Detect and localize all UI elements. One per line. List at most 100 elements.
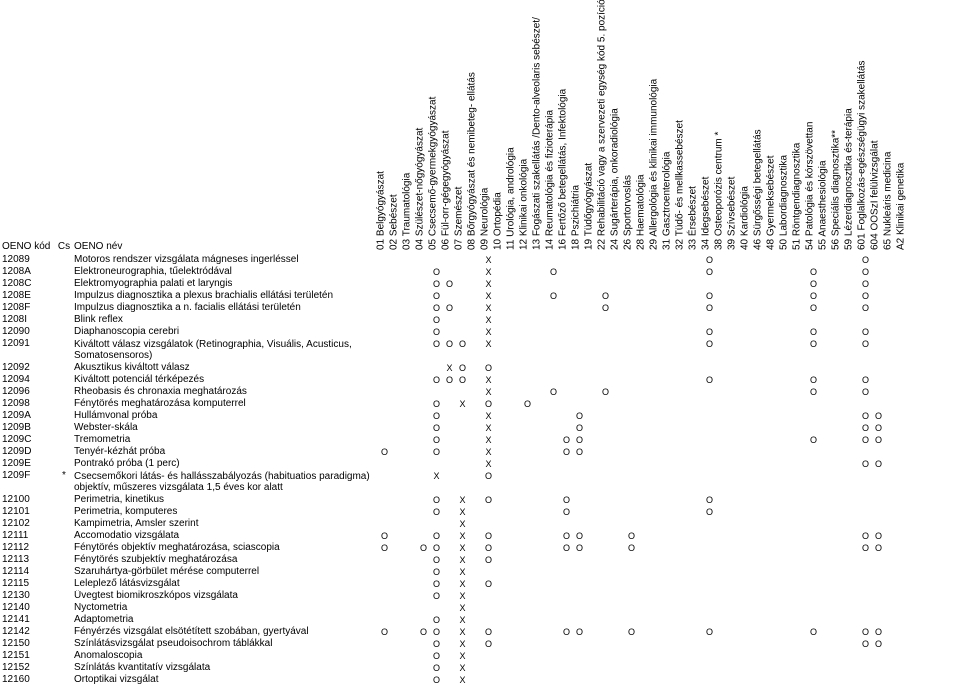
col-header-label: 07 Szemészet bbox=[453, 187, 464, 250]
cell-mark bbox=[651, 374, 664, 386]
cell-mark bbox=[755, 398, 768, 410]
cell-mark bbox=[469, 506, 482, 518]
cell-mark bbox=[521, 326, 534, 338]
cell-mark bbox=[378, 362, 391, 374]
table-row: 1209DTenyér-kézhát próbaOOXOO bbox=[0, 446, 960, 458]
cell-mark bbox=[638, 554, 651, 566]
col-header-label: 54 Patológia és kórszövettan bbox=[804, 122, 815, 250]
cell-mark bbox=[716, 398, 729, 410]
cell-mark bbox=[768, 422, 781, 434]
cell-mark bbox=[547, 410, 560, 422]
cell-mark bbox=[573, 254, 586, 266]
cell-mark: O bbox=[430, 494, 443, 506]
cell-mark bbox=[677, 422, 690, 434]
cell-mark bbox=[833, 434, 846, 446]
cell-mark: O bbox=[430, 422, 443, 434]
col-header-label: 65 Nukleáris medicina bbox=[882, 152, 893, 250]
cell-mark bbox=[768, 674, 781, 686]
col-header-label: 26 Sportorvoslás bbox=[622, 175, 633, 250]
cell-mark: O bbox=[872, 626, 885, 638]
cell-name: Hullámvonal próba bbox=[74, 410, 378, 422]
col-header-label: 604 OOSzI felülvizsgálat bbox=[869, 141, 880, 251]
cell-mark bbox=[703, 434, 716, 446]
cell-mark bbox=[417, 254, 430, 266]
cell-mark bbox=[417, 446, 430, 458]
cell-mark bbox=[781, 554, 794, 566]
cell-mark bbox=[560, 638, 573, 650]
cell-mark bbox=[898, 302, 911, 314]
table-row: 12098Fénytörés meghatározása komputerrel… bbox=[0, 398, 960, 410]
cell-mark bbox=[612, 362, 625, 374]
cell-mark: O bbox=[547, 266, 560, 278]
cell-mark bbox=[820, 254, 833, 266]
cell-mark bbox=[508, 590, 521, 602]
cell-mark bbox=[391, 518, 404, 530]
cell-mark bbox=[443, 626, 456, 638]
cell-mark bbox=[716, 662, 729, 674]
cell-mark bbox=[651, 542, 664, 554]
cell-code: 1209A bbox=[0, 410, 54, 422]
cell-mark bbox=[586, 446, 599, 458]
col-header-label: 46 Sürgősségi betegellátás bbox=[752, 129, 763, 250]
cell-mark bbox=[716, 326, 729, 338]
cell-mark bbox=[430, 458, 443, 470]
cell-mark bbox=[417, 530, 430, 542]
cell-mark bbox=[508, 470, 521, 494]
cell-mark bbox=[885, 338, 898, 362]
cell-mark bbox=[417, 422, 430, 434]
cell-mark bbox=[586, 590, 599, 602]
cell-mark bbox=[794, 554, 807, 566]
col-header-label: 33 Érsebészet bbox=[687, 186, 698, 250]
cell-mark bbox=[885, 362, 898, 374]
cell-mark bbox=[677, 518, 690, 530]
table-row: 1208AElektroneurographia, tűelektródával… bbox=[0, 266, 960, 278]
cell-mark bbox=[378, 506, 391, 518]
cell-mark bbox=[586, 374, 599, 386]
cell-cs bbox=[54, 326, 74, 338]
cell-name: Anomaloscopia bbox=[74, 650, 378, 662]
cell-mark: O bbox=[807, 326, 820, 338]
cell-mark bbox=[534, 638, 547, 650]
table-row: 12115Leleplező látásvizsgálatOXO bbox=[0, 578, 960, 590]
cell-mark bbox=[391, 566, 404, 578]
cell-mark bbox=[703, 458, 716, 470]
cell-mark bbox=[404, 326, 417, 338]
cell-cs bbox=[54, 278, 74, 290]
cell-code: 12101 bbox=[0, 506, 54, 518]
cell-mark bbox=[677, 458, 690, 470]
cell-mark bbox=[716, 446, 729, 458]
cell-mark bbox=[807, 674, 820, 686]
cell-mark bbox=[378, 290, 391, 302]
cell-mark bbox=[898, 506, 911, 518]
cell-mark: O bbox=[859, 638, 872, 650]
col-header-label: 28 Haematológia bbox=[635, 174, 646, 250]
cell-mark bbox=[651, 674, 664, 686]
cell-mark bbox=[638, 530, 651, 542]
cell-mark bbox=[404, 374, 417, 386]
cell-mark bbox=[833, 386, 846, 398]
cell-mark bbox=[547, 554, 560, 566]
cell-mark bbox=[495, 422, 508, 434]
cell-mark bbox=[612, 422, 625, 434]
cell-mark bbox=[638, 446, 651, 458]
cell-mark bbox=[872, 578, 885, 590]
cell-mark bbox=[391, 290, 404, 302]
cell-mark bbox=[612, 566, 625, 578]
cell-mark bbox=[729, 446, 742, 458]
cell-mark bbox=[378, 302, 391, 314]
cell-mark: O bbox=[872, 422, 885, 434]
cell-cs bbox=[54, 578, 74, 590]
cell-mark bbox=[534, 470, 547, 494]
cell-mark bbox=[729, 470, 742, 494]
cell-mark bbox=[794, 470, 807, 494]
cell-mark bbox=[794, 374, 807, 386]
cell-mark bbox=[495, 302, 508, 314]
cell-mark bbox=[612, 602, 625, 614]
cell-mark bbox=[781, 662, 794, 674]
cell-mark: O bbox=[482, 362, 495, 374]
cell-mark: X bbox=[456, 554, 469, 566]
cell-mark bbox=[521, 458, 534, 470]
cell-mark bbox=[508, 662, 521, 674]
cell-mark bbox=[404, 566, 417, 578]
cell-mark bbox=[612, 314, 625, 326]
